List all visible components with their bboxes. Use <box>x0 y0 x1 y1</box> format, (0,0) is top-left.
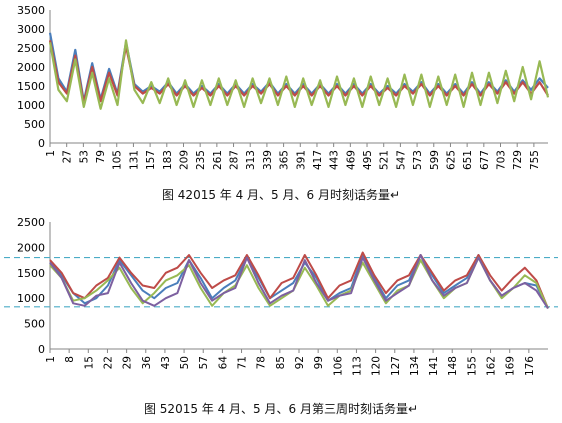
chart-2-x-tick-label: 134 <box>409 356 421 376</box>
chart-2-x-tick-label: 99 <box>313 356 325 369</box>
chart-1-y-tick-label: 1500 <box>17 80 45 93</box>
chart-1-x-tick-label: 469 <box>345 150 357 170</box>
chart-1-x-tick-label: 157 <box>145 150 157 170</box>
chart-2-y-tick-label: 500 <box>24 318 45 331</box>
chart-1-y-tick-label: 1000 <box>17 99 45 112</box>
chart-2-caption: 图 52015 年 4 月、5 月、6 月第三周时刻话务量↵ <box>143 402 419 416</box>
chart-1-x-tick-label: 209 <box>178 150 190 170</box>
chart-1-x-tick-label: 261 <box>212 150 224 170</box>
chart-2-x-tick-label: 113 <box>351 356 363 376</box>
chart-1-x-tick-label: 53 <box>78 150 90 163</box>
chart-2-x-tick-label: 78 <box>256 356 268 369</box>
chart-2-x-tick-label: 85 <box>275 356 287 369</box>
chart-2-series-line-4 <box>49 254 549 309</box>
chart-2-y-tick-label: 2500 <box>17 216 45 229</box>
chart-2-x-tick-label: 1 <box>45 356 57 363</box>
chart-2-x-tick-label: 141 <box>428 356 440 376</box>
chart-1-x-tick-label: 755 <box>529 150 541 170</box>
chart-1-x-tick-label: 417 <box>312 150 324 170</box>
chart-1-x-tick-label: 287 <box>229 150 241 170</box>
chart-1-x-tick-label: 677 <box>479 150 491 170</box>
chart-1-y-tick-label: 0 <box>38 137 45 150</box>
chart-1-x-tick-label: 391 <box>295 150 307 170</box>
chart-1-x-tick-label: 495 <box>362 150 374 170</box>
chart-1-x-tick-label: 443 <box>329 150 341 170</box>
chart-2-x-tick-label: 162 <box>486 356 498 376</box>
chart-2-y-tick-label: 0 <box>38 343 45 356</box>
chart-1-caption: 图 42015 年 4 月、5 月、6 月时刻话务量↵ <box>161 188 401 202</box>
chart-2-x-tick-label: 148 <box>447 356 459 376</box>
chart-1-x-tick-label: 599 <box>429 150 441 170</box>
chart-1-y-tick-label: 500 <box>24 118 45 131</box>
chart-2-x-tick-label: 50 <box>179 356 191 369</box>
chart-2-y-tick-label: 1500 <box>17 267 45 280</box>
chart-2-x-tick-label: 71 <box>237 356 249 369</box>
chart-1-x-tick-label: 521 <box>379 150 391 170</box>
chart-2-y-tick-label: 1000 <box>17 292 45 305</box>
chart-2-x-tick-label: 176 <box>524 356 536 376</box>
chart-1-x-tick-label: 313 <box>245 150 257 170</box>
chart-2-x-tick-label: 169 <box>505 356 517 376</box>
chart-2-x-tick-label: 64 <box>217 356 229 370</box>
chart-2-x-tick-label: 127 <box>390 356 402 376</box>
chart-2-x-tick-label: 57 <box>198 356 210 369</box>
chart-2-y-tick-label: 2000 <box>17 241 45 254</box>
chart-1-x-tick-label: 131 <box>128 150 140 170</box>
chart-2-x-tick-label: 36 <box>141 356 153 370</box>
chart-1-x-tick-label: 625 <box>445 150 457 170</box>
chart-1-x-tick-label: 27 <box>62 150 74 163</box>
chart-1-x-tick-label: 105 <box>112 150 124 170</box>
chart-2-x-tick-label: 43 <box>160 356 172 369</box>
chart-2-x-tick-label: 29 <box>122 356 134 369</box>
chart-1-x-tick-label: 183 <box>162 150 174 170</box>
chart-1-y-tick-label: 3500 <box>17 4 45 17</box>
chart-2-x-tick-label: 120 <box>371 356 383 376</box>
chart-1-x-tick-label: 1 <box>45 150 57 157</box>
chart-2-x-tick-label: 15 <box>83 356 95 369</box>
chart-1-series-line-3 <box>48 39 550 110</box>
chart-2-x-tick-label: 106 <box>332 356 344 376</box>
chart-1-x-tick-label: 547 <box>395 150 407 170</box>
chart-2-x-tick-label: 8 <box>64 356 76 363</box>
chart-1-y-tick-label: 3000 <box>17 23 45 36</box>
chart-2-x-tick-label: 155 <box>466 356 478 376</box>
chart-1-x-tick-label: 703 <box>496 150 508 170</box>
chart-1-x-tick-label: 79 <box>95 150 107 163</box>
chart-1-y-tick-label: 2000 <box>17 61 45 74</box>
chart-1-x-tick-label: 729 <box>512 150 524 170</box>
chart-2: 0 500 1000 1500 2000 2500 1 8 15 22 29 36 43 50 57 64 71… <box>4 216 558 376</box>
chart-2-x-tick-label: 22 <box>102 356 114 369</box>
chart-2-series-line-2 <box>49 251 549 309</box>
chart-1-x-tick-label: 235 <box>195 150 207 170</box>
chart-1-x-tick-label: 365 <box>279 150 291 170</box>
chart-2-x-tick-label: 92 <box>294 356 306 369</box>
chart-1-x-tick-label: 651 <box>462 150 474 170</box>
chart-1-y-tick-label: 2500 <box>17 42 45 55</box>
chart-1-x-tick-label: 339 <box>262 150 274 170</box>
chart-1: 0 500 1000 1500 2000 2500 3000 3500 1 27 53 79 105 13… <box>17 4 550 170</box>
chart-1-x-tick-label: 573 <box>412 150 424 170</box>
